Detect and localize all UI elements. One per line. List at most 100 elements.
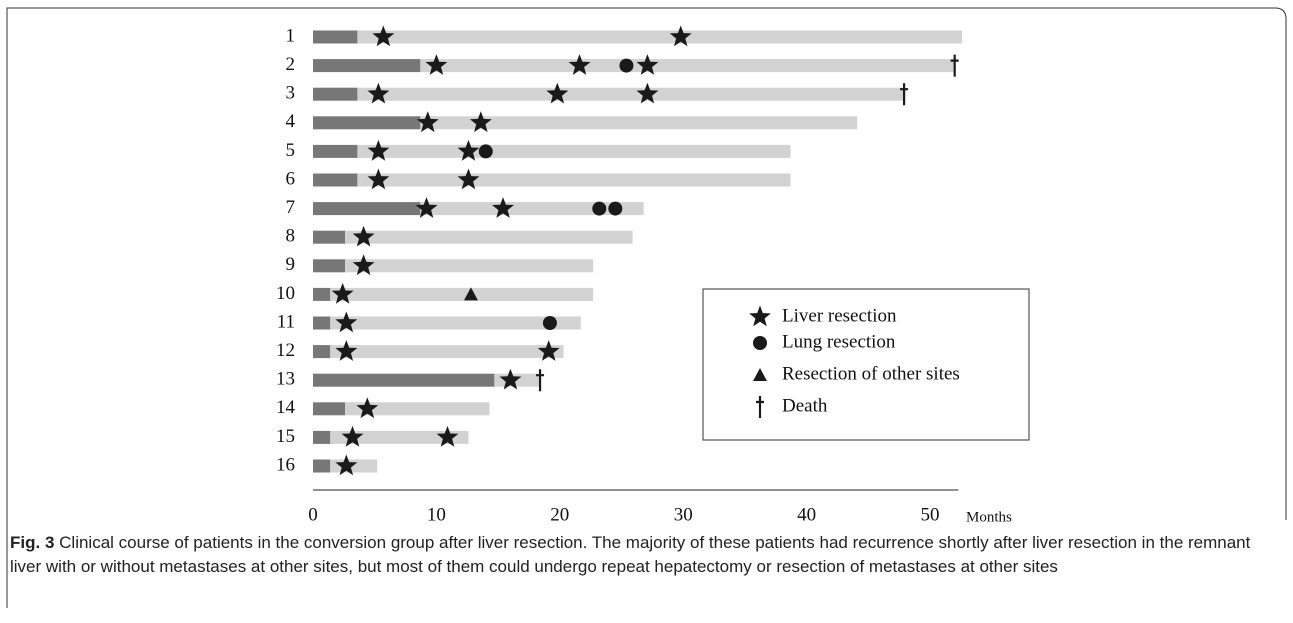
bar-segment [420, 202, 644, 216]
event-star [568, 54, 591, 75]
legend-marker [756, 396, 764, 418]
bar-segment [313, 459, 331, 473]
caption: Fig. 3 Clinical course of patients in th… [10, 531, 1280, 578]
event-star [416, 111, 439, 133]
event-star [335, 340, 358, 361]
caption-text: Clinical course of patients in the conve… [10, 533, 1251, 576]
bar-segment [313, 87, 358, 101]
bar-segment [313, 316, 331, 330]
row-label: 12 [276, 340, 295, 361]
event-circle [542, 316, 557, 330]
event-circle [478, 144, 493, 159]
x-axis-label: Months [966, 509, 1012, 525]
bar-segment [313, 402, 346, 416]
event-circle [619, 58, 634, 73]
bar-segment [357, 144, 791, 158]
event-triangle [463, 287, 478, 301]
event-star [335, 454, 358, 476]
event-star [331, 282, 354, 304]
bar-segment [313, 345, 331, 359]
event-star [546, 82, 569, 104]
bar-segment [330, 430, 469, 444]
event-star [537, 340, 560, 361]
event-star [367, 168, 390, 190]
legend-label: Liver resection [782, 305, 897, 326]
event-star [492, 197, 514, 218]
row-label: 13 [276, 369, 295, 390]
event-star [367, 139, 390, 161]
row-label: 10 [276, 283, 295, 304]
event-star [499, 368, 522, 390]
row-label: 8 [286, 226, 296, 247]
bar-segment [357, 30, 963, 44]
event-star [469, 111, 492, 133]
bar-segment [313, 287, 331, 301]
bar-segment [313, 59, 421, 73]
event-star [372, 25, 395, 47]
event-circle [592, 201, 607, 216]
event-star [457, 139, 480, 161]
event-star [352, 254, 375, 276]
bar-segment [357, 173, 791, 187]
legend-label: Resection of other sites [782, 363, 960, 384]
legend-marker [753, 368, 767, 381]
row-label: 3 [286, 83, 296, 104]
legend-label: Lung resection [782, 331, 896, 352]
row-label: 11 [277, 311, 295, 332]
event-star [367, 82, 390, 104]
row-label: 7 [286, 197, 296, 218]
bar-segment [345, 259, 594, 273]
row-label: 2 [286, 54, 296, 75]
x-tick-label: 50 [921, 504, 940, 525]
bar-segment [313, 430, 331, 444]
event-star [335, 311, 358, 333]
caption-label: Fig. 3 [10, 533, 55, 552]
bar-segment [313, 30, 358, 44]
row-label: 9 [286, 254, 296, 275]
bar-segment [420, 116, 858, 130]
row-label: 16 [276, 454, 295, 475]
bar-segment [420, 59, 954, 73]
x-tick-label: 30 [674, 504, 693, 525]
bar-segment [313, 116, 421, 130]
event-star [669, 25, 692, 47]
bar-segment [345, 402, 490, 416]
row-label: 15 [276, 426, 295, 447]
x-tick-label: 20 [550, 504, 569, 525]
event-dagger [536, 369, 545, 392]
bar-segment [330, 287, 594, 301]
event-star [415, 197, 438, 218]
event-star [636, 54, 659, 75]
bar-segment [330, 459, 378, 473]
event-star [636, 82, 659, 104]
x-tick-label: 10 [427, 504, 446, 525]
legend-marker [753, 336, 767, 350]
event-star [457, 168, 480, 190]
row-label: 4 [286, 111, 296, 132]
bar-segment [313, 202, 421, 216]
event-star [352, 225, 375, 247]
event-dagger [900, 83, 909, 106]
bar-segment [330, 316, 581, 330]
bar-segment [345, 230, 633, 244]
row-label: 5 [286, 140, 296, 161]
bar-segment [357, 87, 906, 101]
x-tick-label: 0 [308, 504, 318, 525]
event-star [436, 425, 459, 447]
bar-segment [330, 345, 564, 359]
frame [6, 7, 1287, 608]
legend-marker [749, 305, 771, 327]
row-label: 14 [276, 397, 296, 418]
row-label: 6 [286, 168, 296, 189]
event-star [425, 54, 448, 75]
bar-segment [313, 259, 346, 273]
bar-segment [313, 373, 495, 387]
x-tick-label: 40 [797, 504, 816, 525]
bar-segment [494, 373, 541, 387]
event-circle [608, 201, 623, 216]
bar-segment [313, 144, 358, 158]
bar-segment [313, 173, 358, 187]
event-star [356, 397, 379, 419]
bar-segment [313, 230, 346, 244]
